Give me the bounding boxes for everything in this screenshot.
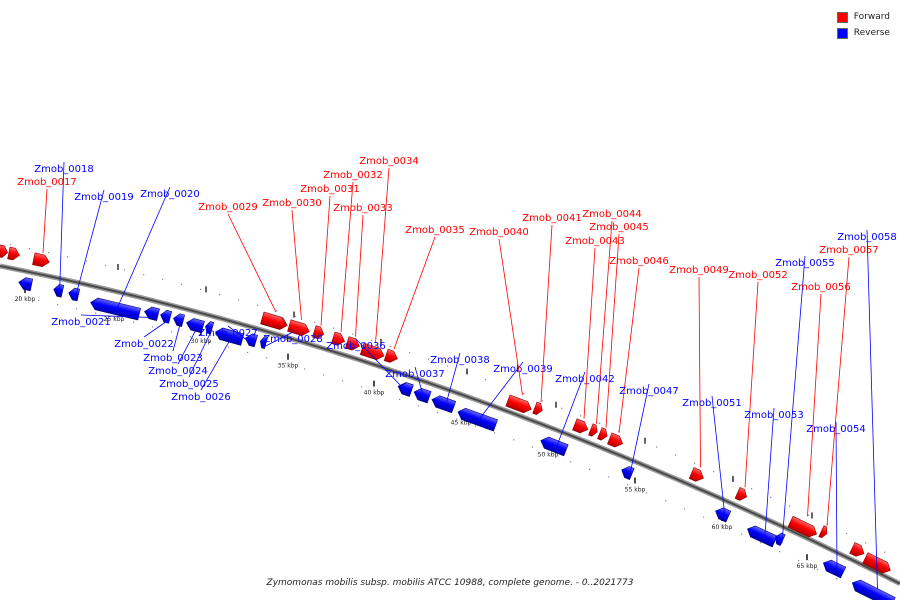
zmob-0030-feature[interactable] [287, 319, 312, 338]
zmob-0025-feature[interactable] [204, 321, 215, 335]
ruler-tick-label: 50 kbp [538, 452, 559, 459]
zmob-0029-feature[interactable] [260, 311, 287, 330]
zmob-0018-label[interactable]: Zmob_0018 [34, 164, 94, 175]
zmob-0040-feature[interactable] [505, 394, 534, 415]
ruler-tick-label: 60 kbp [712, 524, 733, 531]
zmob-0052-feature[interactable] [734, 487, 749, 502]
zmob-0038-label[interactable]: Zmob_0038 [430, 355, 490, 366]
zmob-0020-feature[interactable] [89, 297, 141, 321]
zmob-0021-label[interactable]: Zmob_0021 [51, 317, 111, 328]
zmob-0039-label[interactable]: Zmob_0039 [493, 364, 553, 375]
zmob-0032-label[interactable]: Zmob_0032 [323, 170, 383, 181]
genome-caption: Zymomonas mobilis subsp. mobilis ATCC 10… [266, 578, 634, 588]
zmob-0018-feature[interactable] [52, 284, 65, 298]
zmob-0045-label[interactable]: Zmob_0045 [589, 222, 649, 233]
gene-labels: Zmob_0017 Zmob_0018 Zmob_0019 Zmob_0020 Zmob… [17, 156, 897, 590]
zmob-0032-feature[interactable] [331, 331, 346, 347]
zmob-0051-feature[interactable] [713, 505, 732, 523]
zmob-0042-feature[interactable] [539, 435, 569, 457]
zmob-0017-label[interactable]: Zmob_0017 [17, 177, 77, 188]
zmob-0055-label[interactable]: Zmob_0055 [775, 258, 835, 269]
zmob-0037-label[interactable]: Zmob_0037 [385, 369, 445, 380]
ruler-tick-label: 65 kbp [797, 563, 818, 570]
zmob-0058-label[interactable]: Zmob_0058 [837, 232, 897, 243]
zmob-0033-feature[interactable] [344, 336, 361, 352]
legend: Forward Reverse [836, 9, 890, 41]
ruler-tick-label: 40 kbp [364, 390, 385, 397]
zmob-0040-label[interactable]: Zmob_0040 [469, 227, 529, 238]
zmob-0052-label[interactable]: Zmob_0052 [728, 270, 788, 281]
zmob-0033-label[interactable]: Zmob_0033 [333, 203, 393, 214]
zmob-0027-label[interactable]: Zmob_0027 [198, 328, 258, 339]
zmob-0044-feature[interactable] [588, 423, 600, 438]
zmob-0024-label[interactable]: Zmob_0024 [148, 366, 208, 377]
zmob-0034-label[interactable]: Zmob_0034 [359, 156, 419, 167]
zmob-0047-label[interactable]: Zmob_0047 [619, 386, 679, 397]
zmob-0025-label[interactable]: Zmob_0025 [159, 379, 219, 390]
legend-reverse: Reverse [836, 25, 890, 41]
zmob-0056-feature[interactable] [787, 515, 819, 539]
zmob-0031-feature[interactable] [312, 325, 325, 340]
zmob-0041-feature[interactable] [532, 401, 545, 416]
zmob-0051-label[interactable]: Zmob_0051 [682, 398, 742, 409]
zmob-0041-label[interactable]: Zmob_0041 [522, 213, 582, 224]
zmob-0022-feature[interactable] [159, 309, 173, 324]
zmob-0045-feature[interactable] [597, 427, 609, 442]
ruler-tick-label: 35 kbp [278, 363, 299, 370]
zmob-0023-label[interactable]: Zmob_0023 [143, 353, 203, 364]
zmob-0049-label[interactable]: Zmob_0049 [669, 265, 729, 276]
zmob-0046-label[interactable]: Zmob_0046 [609, 256, 669, 267]
zmob-0043-feature[interactable] [572, 418, 590, 435]
legend-reverse-label: Reverse [853, 28, 890, 38]
forward-swatch [836, 11, 848, 23]
zmob-0021-feature[interactable] [143, 306, 160, 322]
ruler-tick-label: 45 kbp [451, 419, 472, 426]
zmob-0036-label[interactable]: Zmob_0036 [326, 341, 386, 352]
zmob-0017-feature[interactable] [32, 252, 50, 268]
zmob-0028-label[interactable]: Zmob_0028 [263, 334, 323, 345]
zmob-0057-feature[interactable] [818, 525, 830, 539]
zmob-0020-label[interactable]: Zmob_0020 [140, 189, 200, 200]
zmob-0038-feature[interactable] [430, 394, 457, 414]
zmob-0029-label[interactable]: Zmob_0029 [198, 202, 258, 213]
ruler-tick-label: 30 kbp [191, 338, 212, 345]
zmob-0057-label[interactable]: Zmob_0057 [819, 245, 879, 256]
zmob-0019-label[interactable]: Zmob_0019 [74, 192, 134, 203]
zmob-0056-label[interactable]: Zmob_0056 [791, 282, 851, 293]
zmob-0034-feature[interactable] [359, 342, 386, 362]
gene-feature[interactable] [849, 542, 867, 560]
zmob-0023-feature[interactable] [172, 313, 186, 328]
zmob-0030-label[interactable]: Zmob_0030 [262, 198, 322, 209]
zmob-0043-label[interactable]: Zmob_0043 [565, 236, 625, 247]
zmob-0042-label[interactable]: Zmob_0042 [555, 374, 615, 385]
legend-forward-label: Forward [853, 12, 890, 22]
zmob-0035-label[interactable]: Zmob_0035 [405, 225, 465, 236]
gene-feature[interactable] [18, 276, 34, 292]
zmob-0024-feature[interactable] [185, 317, 205, 334]
gene-feature[interactable] [0, 244, 9, 259]
zmob-0049-feature[interactable] [688, 467, 706, 484]
zmob-0054-feature[interactable] [821, 558, 847, 579]
zmob-0053-label[interactable]: Zmob_0053 [744, 410, 804, 421]
zmob-0035-feature[interactable] [383, 348, 399, 364]
zmob-0028-feature[interactable] [259, 335, 269, 349]
zmob-0022-label[interactable]: Zmob_0022 [114, 339, 174, 350]
reverse-swatch [836, 27, 848, 39]
zmob-0031-label[interactable]: Zmob_0031 [300, 184, 360, 195]
zmob-0046-feature[interactable] [607, 432, 625, 449]
ruler-tick-label: 55 kbp [625, 487, 646, 494]
zmob-0044-label[interactable]: Zmob_0044 [582, 209, 642, 220]
ruler-tick-label: 25 kbp [104, 316, 125, 323]
zmob-0053-feature[interactable] [745, 524, 778, 548]
ruler-tick-label: 20 kbp [15, 296, 36, 303]
zmob-0037-feature[interactable] [412, 386, 432, 404]
zmob-0026-label[interactable]: Zmob_0026 [171, 392, 231, 403]
legend-forward: Forward [836, 9, 890, 25]
zmob-0054-label[interactable]: Zmob_0054 [806, 424, 866, 435]
track-dots [10, 244, 886, 598]
zmob-0027-feature[interactable] [244, 332, 258, 348]
zmob-0039-feature[interactable] [456, 406, 498, 432]
gene-feature[interactable] [7, 246, 21, 261]
